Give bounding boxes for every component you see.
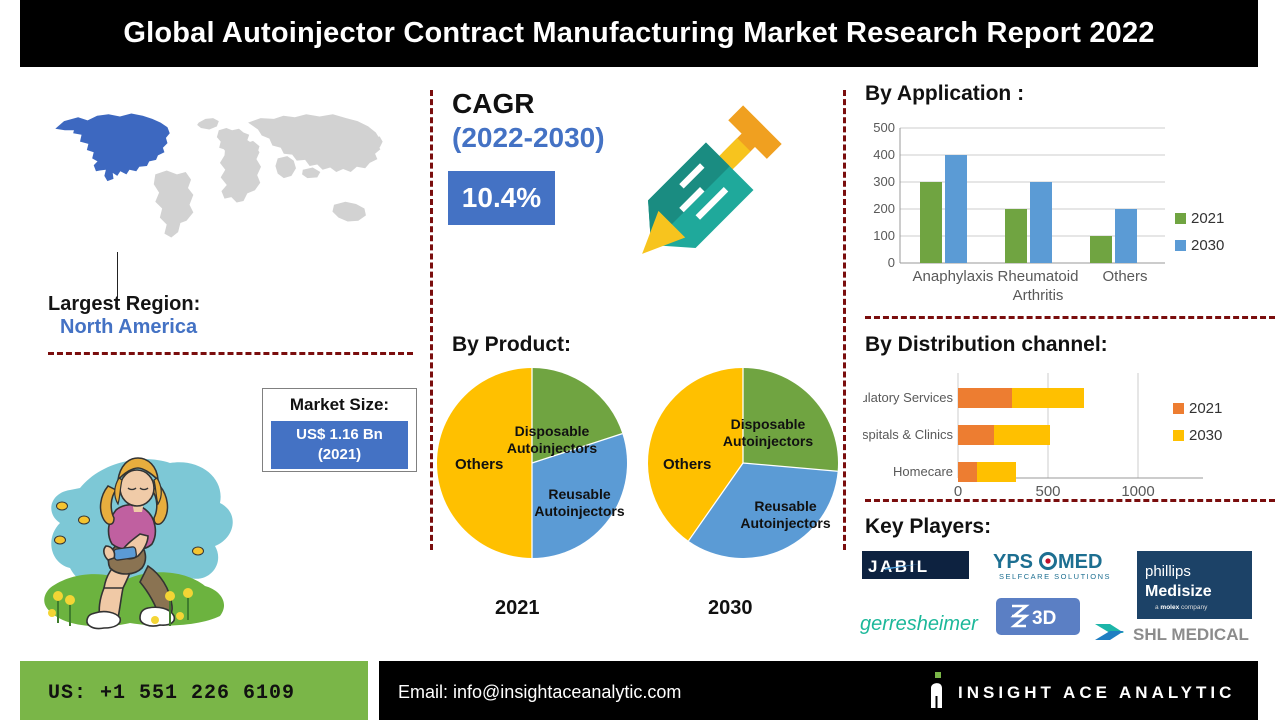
svg-text:YPS: YPS <box>993 551 1033 573</box>
svg-text:400: 400 <box>873 147 895 162</box>
svg-text:2030: 2030 <box>1189 427 1222 444</box>
svg-text:100: 100 <box>873 228 895 243</box>
svg-text:SELFCARE SOLUTIONS: SELFCARE SOLUTIONS <box>999 572 1111 581</box>
svg-text:1000: 1000 <box>1121 483 1154 500</box>
svg-text:500: 500 <box>873 120 895 135</box>
svg-text:MED: MED <box>1058 551 1102 573</box>
svg-text:3D: 3D <box>1032 608 1056 629</box>
svg-text:Medisize: Medisize <box>1145 583 1212 600</box>
svg-text:Others: Others <box>1102 268 1147 285</box>
svg-text:200: 200 <box>873 201 895 216</box>
svg-text:gerresheimer: gerresheimer <box>860 613 979 635</box>
svg-text:Hospitals & Clinics: Hospitals & Clinics <box>863 427 953 442</box>
svg-text:Anaphylaxis: Anaphylaxis <box>913 268 994 285</box>
svg-text:Rheumatoid: Rheumatoid <box>998 268 1079 285</box>
svg-text:SHL MEDICAL: SHL MEDICAL <box>1133 625 1249 644</box>
svg-text:0: 0 <box>954 483 962 500</box>
svg-text:2021: 2021 <box>1189 400 1222 417</box>
svg-text:Ambulatory Services: Ambulatory Services <box>863 390 953 405</box>
svg-text:300: 300 <box>873 174 895 189</box>
svg-text:0: 0 <box>888 255 895 270</box>
svg-text:a molex company: a molex company <box>1155 604 1208 611</box>
svg-text:Homecare: Homecare <box>893 464 953 479</box>
svg-text:500: 500 <box>1035 483 1060 500</box>
svg-text:2030: 2030 <box>1191 237 1224 254</box>
svg-text:phillips: phillips <box>1145 563 1191 580</box>
svg-text:Arthritis: Arthritis <box>1013 287 1064 304</box>
svg-text:2021: 2021 <box>1191 210 1224 227</box>
